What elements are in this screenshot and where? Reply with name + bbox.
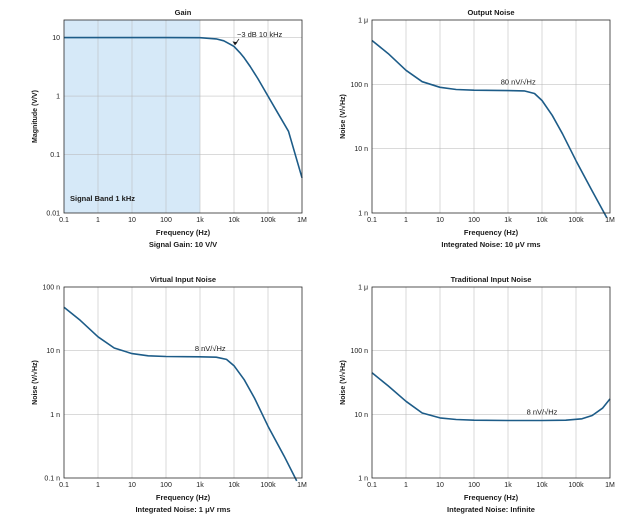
- chart-title: Traditional Input Noise: [451, 275, 532, 284]
- x-tick-label: 100: [160, 482, 172, 489]
- annotation-arrowhead: [232, 41, 238, 46]
- x-axis-label: Frequency (Hz): [156, 228, 211, 237]
- series-line: [64, 36, 303, 179]
- chart-title: Gain: [175, 8, 192, 17]
- plot-frame: [371, 286, 611, 479]
- series-line: [371, 372, 611, 422]
- x-tick-label: 10: [128, 482, 136, 489]
- x-tick-label: 1: [404, 217, 408, 224]
- y-tick-label: 10 n: [354, 412, 368, 419]
- x-tick-label: 100: [468, 217, 480, 224]
- x-tick-label: 1M: [297, 217, 307, 224]
- annotation-label: 8 nV/√Hz: [527, 408, 558, 417]
- x-tick-label: 1k: [504, 217, 512, 224]
- x-tick-label: 10k: [536, 482, 548, 489]
- output-noise-chart: Output Noise 0.1 1 10 100 1k 10k 100k 1M 1 n 10 n 1…: [339, 8, 615, 249]
- x-axis-label: Frequency (Hz): [156, 493, 211, 502]
- x-tick-label: 0.1: [59, 482, 69, 489]
- y-tick-label: 1 n: [358, 476, 368, 483]
- x-tick-label: 1: [404, 482, 408, 489]
- y-tick-label: 1 n: [50, 412, 60, 419]
- x-tick-label: 10: [436, 217, 444, 224]
- y-axis-label: Noise (V/√Hz): [339, 360, 347, 405]
- chart-title: Virtual Input Noise: [150, 275, 216, 284]
- signal-band-label: Signal Band 1 kHz: [70, 194, 135, 203]
- x-tick-label: 1M: [297, 482, 307, 489]
- x-tick-label: 1k: [196, 482, 204, 489]
- series-line: [63, 306, 298, 482]
- x-tick-label: 0.1: [59, 217, 69, 224]
- y-tick-label: 100 n: [350, 348, 368, 355]
- x-tick-label: 10k: [536, 217, 548, 224]
- y-tick-label: 0.1: [50, 152, 60, 159]
- y-tick-label: 0.01: [46, 211, 60, 218]
- x-tick-label: 100: [160, 217, 172, 224]
- y-tick-label: 10 n: [46, 348, 60, 355]
- y-tick-label: 1 n: [358, 211, 368, 218]
- x-tick-label: 1: [96, 217, 100, 224]
- chart-caption: Integrated Noise: 1 μV rms: [135, 505, 230, 514]
- chart-caption: Integrated Noise: 10 μV rms: [441, 240, 540, 249]
- x-tick-label: 100k: [260, 217, 276, 224]
- x-tick-label: 100k: [568, 482, 584, 489]
- chart-caption: Signal Gain: 10 V/V: [149, 240, 217, 249]
- x-tick-label: 0.1: [367, 217, 377, 224]
- x-axis-label: Frequency (Hz): [464, 493, 519, 502]
- y-tick-label: 10: [52, 35, 60, 42]
- y-tick-label: 1 μ: [358, 18, 368, 25]
- x-tick-label: 10k: [228, 217, 240, 224]
- x-tick-label: 100k: [568, 217, 584, 224]
- x-axis-label: Frequency (Hz): [464, 228, 519, 237]
- chart-title: Output Noise: [467, 8, 514, 17]
- virtual-input-noise-chart: Virtual Input Noise 0.1 1 10 100 1k 10k 100k 1M 0…: [31, 275, 307, 514]
- x-tick-label: 100: [468, 482, 480, 489]
- x-tick-label: 1: [96, 482, 100, 489]
- y-tick-label: 10 n: [354, 146, 368, 153]
- y-tick-label: 1 μ: [358, 285, 368, 292]
- x-tick-label: 1M: [605, 482, 615, 489]
- y-tick-label: 100 n: [42, 285, 60, 292]
- y-tick-label: 0.1 n: [44, 476, 60, 483]
- traditional-input-noise-chart: Traditional Input Noise 0.1 1 10 100 1k 10k 100…: [339, 275, 615, 514]
- y-tick-label: 1: [56, 94, 60, 101]
- plot-frame: [371, 19, 611, 214]
- x-tick-label: 1M: [605, 217, 615, 224]
- plot-frame: [63, 286, 303, 479]
- plot-frame: [63, 19, 303, 214]
- x-tick-label: 100k: [260, 482, 276, 489]
- x-tick-label: 10: [436, 482, 444, 489]
- x-tick-label: 10k: [228, 482, 240, 489]
- annotation-label: 8 nV/√Hz: [195, 344, 226, 353]
- x-tick-label: 0.1: [367, 482, 377, 489]
- x-tick-label: 10: [128, 217, 136, 224]
- x-tick-label: 1k: [504, 482, 512, 489]
- annotation-label: 80 nV/√Hz: [501, 78, 536, 87]
- series-line: [371, 39, 608, 218]
- y-axis-label: Magnitude (V/V): [32, 90, 39, 143]
- chart-caption: Integrated Noise: Infinite: [447, 505, 535, 514]
- y-tick-label: 100 n: [350, 82, 368, 89]
- annotation-label: −3 dB 10 kHz: [237, 30, 282, 39]
- x-tick-label: 1k: [196, 217, 204, 224]
- y-axis-label: Noise (V/√Hz): [339, 94, 347, 139]
- y-axis-label: Noise (V/√Hz): [31, 360, 39, 405]
